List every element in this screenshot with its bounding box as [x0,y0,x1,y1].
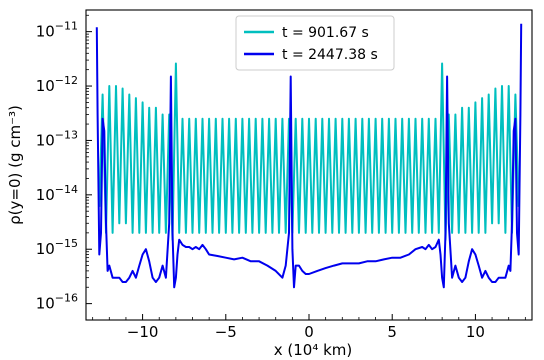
y-tick-label: 10−15 [36,237,78,258]
x-tick-label: 0 [304,323,314,341]
x-tick-label: 10 [466,323,485,341]
series-layer [95,23,523,289]
x-tick-label: 5 [387,323,397,341]
y-tick-label: 10−16 [36,292,78,313]
legend-label-2: t = 2447.38 s [282,47,378,63]
series-line-1 [98,62,520,241]
y-tick-label: 10−14 [36,183,78,204]
y-tick-label: 10−11 [36,20,78,41]
x-axis-label: x (10⁴ km) [274,341,353,359]
legend-box [235,15,395,71]
legend: t = 901.67 s t = 2447.38 s [235,15,395,71]
series-line-2 [95,23,523,289]
y-tick-label: 10−12 [36,74,78,95]
x-tick-label: −5 [215,323,237,341]
y-tick-label: 10−13 [36,128,78,149]
y-axis-label: ρ(y=0) (g cm⁻³) [6,105,24,225]
x-tick-label: −10 [127,323,159,341]
legend-label-1: t = 901.67 s [282,25,369,41]
ticks-layer: −10 −5 0 5 10 10−16 10−15 10−14 10−13 10−12 10−11 [36,14,526,341]
